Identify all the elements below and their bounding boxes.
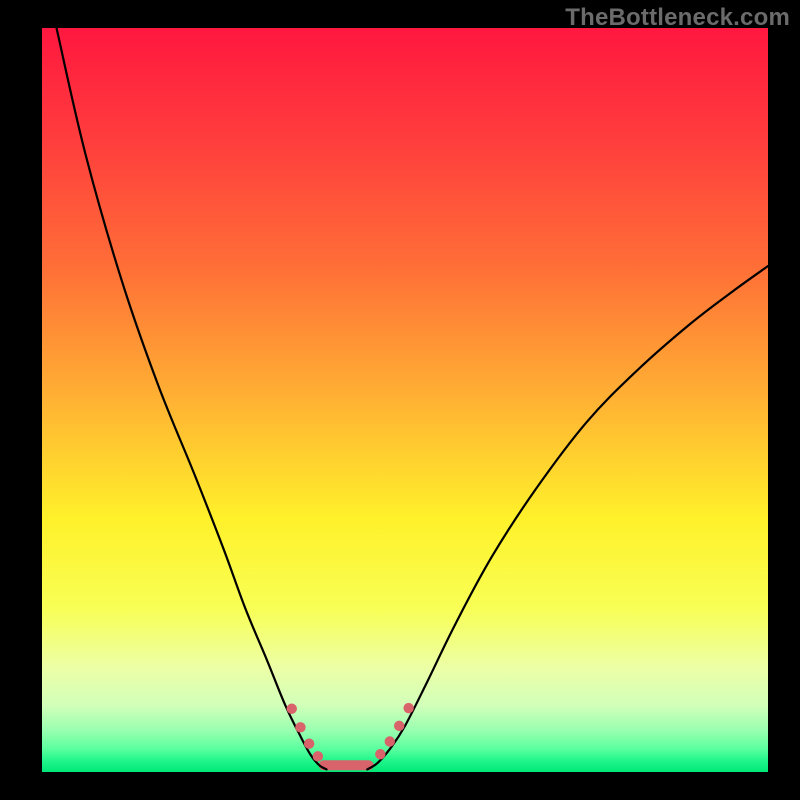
chart-svg — [0, 0, 800, 800]
knee-dot-right — [403, 703, 413, 713]
knee-dot-left — [295, 722, 305, 732]
plot-background — [42, 28, 768, 772]
knee-dot-left — [313, 751, 323, 761]
knee-dot-left — [287, 704, 297, 714]
watermark-text: TheBottleneck.com — [565, 4, 790, 32]
chart-stage: TheBottleneck.com — [0, 0, 800, 800]
knee-dot-right — [375, 749, 385, 759]
knee-dot-left — [304, 739, 314, 749]
knee-dot-right — [394, 721, 404, 731]
knee-dot-right — [385, 736, 395, 746]
